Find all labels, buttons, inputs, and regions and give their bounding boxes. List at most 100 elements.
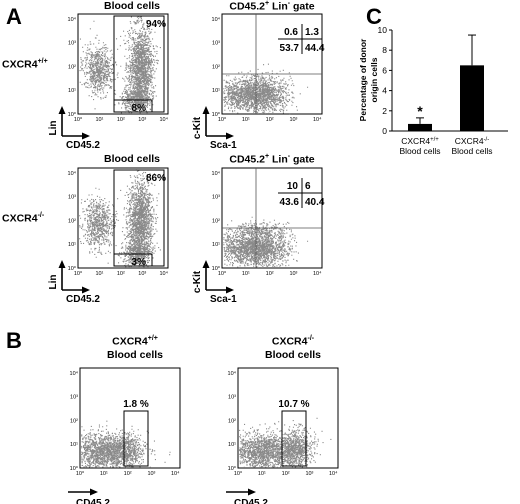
x-axis-label: CD45.2 bbox=[76, 498, 110, 504]
x-tick-label: 10² bbox=[282, 471, 290, 477]
panel-letter-c: C bbox=[366, 4, 382, 29]
y-tick-label: 10⁴ bbox=[68, 16, 77, 23]
y-tick-label: 10¹ bbox=[212, 242, 220, 248]
y-tick-label: 10⁰ bbox=[68, 265, 77, 272]
event-dots bbox=[273, 417, 332, 468]
y-tick-label: 10³ bbox=[212, 41, 220, 47]
gate-lower bbox=[113, 253, 153, 267]
arrow-head bbox=[202, 106, 210, 114]
category-label: CXCR4+/+ bbox=[401, 136, 439, 146]
quadrant-lr-value: 44.4 bbox=[305, 43, 325, 54]
y-axis-label: Lin bbox=[48, 121, 59, 136]
y-axis-label: c-Kit bbox=[192, 270, 203, 293]
arrow-head bbox=[58, 260, 66, 268]
y-tick-label: 10⁴ bbox=[212, 170, 221, 177]
y-tick-label: 4 bbox=[382, 86, 387, 96]
x-tick-label: 10⁴ bbox=[159, 270, 168, 277]
arrow-head bbox=[82, 132, 90, 140]
y-tick-label: 10¹ bbox=[228, 442, 236, 448]
y-tick-label: 0 bbox=[382, 126, 387, 136]
arrow-head bbox=[90, 488, 98, 496]
plot-frame bbox=[77, 167, 169, 269]
category-label-sup: -/- bbox=[484, 137, 490, 143]
x-tick-label: 10¹ bbox=[242, 271, 250, 277]
x-tick-label: 10³ bbox=[305, 471, 313, 477]
x-tick-label: 10⁴ bbox=[329, 470, 338, 477]
plot-title: CD45.2+ Lin- gate bbox=[229, 0, 315, 13]
event-dots bbox=[120, 169, 161, 268]
x-tick-label: 10² bbox=[266, 117, 274, 123]
bar bbox=[408, 123, 432, 131]
panel-letter-a: A bbox=[6, 4, 22, 29]
event-dots bbox=[230, 63, 301, 115]
quadrant-ll-value: 43.6 bbox=[280, 197, 300, 208]
y-tick-label: 10² bbox=[68, 64, 76, 70]
y-tick-label: 10¹ bbox=[68, 88, 76, 94]
y-tick-label: 10² bbox=[212, 218, 220, 224]
x-tick-label: 10³ bbox=[147, 471, 155, 477]
quadrant-ur-value: 6 bbox=[305, 181, 311, 192]
x-tick-label: 10¹ bbox=[95, 271, 103, 277]
event-dots bbox=[236, 221, 299, 268]
x-tick-label: 10³ bbox=[289, 271, 297, 277]
y-tick-label: 10⁴ bbox=[212, 16, 221, 23]
y-tick-label: 10¹ bbox=[68, 242, 76, 248]
x-tick-label: 10¹ bbox=[258, 471, 266, 477]
quadrant-ur-value: 1.3 bbox=[305, 27, 319, 38]
x-tick-label: 10⁰ bbox=[76, 470, 85, 477]
y-tick-label: 10³ bbox=[228, 395, 236, 401]
x-tick-label: 10² bbox=[117, 117, 125, 123]
plot-title: CD45.2+ Lin- gate bbox=[229, 153, 315, 166]
x-tick-label: 10³ bbox=[138, 117, 146, 123]
gate-lower bbox=[113, 99, 153, 113]
y-tick-label: 10⁰ bbox=[212, 111, 221, 118]
x-tick-label: 10² bbox=[266, 271, 274, 277]
quadrant-ul-value: 0.6 bbox=[284, 27, 298, 38]
y-tick-label: 2 bbox=[382, 106, 387, 116]
x-axis-label: Sca-1 bbox=[210, 140, 237, 151]
y-tick-label: 10³ bbox=[70, 395, 78, 401]
x-tick-label: 10⁰ bbox=[218, 270, 227, 277]
y-tick-label: 10³ bbox=[68, 41, 76, 47]
gate-upper-percent: 86% bbox=[146, 173, 166, 184]
x-tick-label: 10⁴ bbox=[171, 470, 180, 477]
event-dots bbox=[223, 216, 292, 243]
x-axis-label: CD45.2 bbox=[66, 140, 100, 151]
plot-frame bbox=[237, 367, 339, 469]
plot-frame bbox=[77, 13, 169, 115]
event-dots bbox=[117, 16, 161, 114]
x-tick-label: 10⁴ bbox=[313, 270, 322, 277]
plot-frame bbox=[79, 367, 181, 469]
x-tick-label: 10³ bbox=[289, 117, 297, 123]
arrow-head bbox=[226, 132, 234, 140]
arrow-head bbox=[82, 286, 90, 294]
arrow-head bbox=[202, 260, 210, 268]
plot-title: Blood cells bbox=[103, 0, 160, 12]
y-axis-label: origin cells bbox=[369, 57, 379, 102]
genotype-label: CXCR4-/- bbox=[2, 212, 45, 225]
y-tick-label: 10² bbox=[70, 418, 78, 424]
genotype-label: CXCR4+/+ bbox=[2, 58, 48, 71]
x-tick-label: 10¹ bbox=[100, 471, 108, 477]
event-dots bbox=[239, 422, 324, 468]
significance-marker: * bbox=[417, 103, 423, 119]
event-dots bbox=[223, 223, 309, 268]
y-tick-label: 10⁴ bbox=[68, 170, 77, 177]
y-tick-label: 10³ bbox=[68, 195, 76, 201]
category-label: Blood cells bbox=[451, 146, 492, 156]
bar bbox=[460, 65, 484, 131]
x-tick-label: 10⁰ bbox=[74, 116, 83, 123]
bar-chart: 0 2 4 6 8 10 Percentage of donor origin cells * C… bbox=[358, 25, 508, 156]
event-dots bbox=[115, 234, 160, 268]
y-tick-label: 10² bbox=[68, 218, 76, 224]
y-tick-label: 10⁰ bbox=[212, 265, 221, 272]
gate-upper-percent: 94% bbox=[146, 19, 166, 30]
y-tick-label: 10⁰ bbox=[68, 111, 77, 118]
y-tick-label: 6 bbox=[382, 65, 387, 75]
event-dots bbox=[114, 80, 155, 114]
arrow-head bbox=[248, 488, 256, 496]
